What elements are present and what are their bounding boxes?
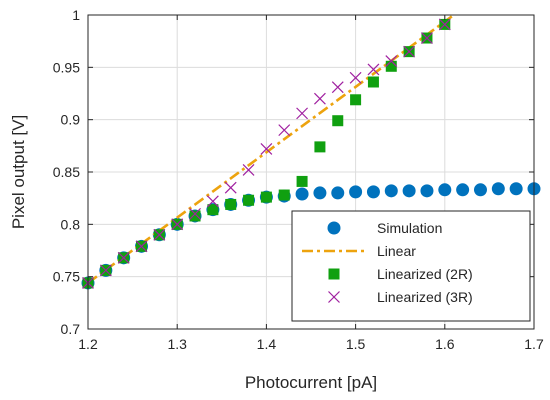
x-tick-label: 1.7 <box>524 336 544 352</box>
grid <box>87 14 535 330</box>
linearized-3r-point <box>278 124 291 137</box>
linearized-3r-point <box>189 207 201 220</box>
linearized-2r-point <box>332 115 344 127</box>
y-tick-label: 0.95 <box>53 59 80 75</box>
linearized-2r-point <box>207 204 219 216</box>
linearized-2r-point <box>225 198 237 210</box>
simulation-point <box>491 182 505 196</box>
simulation-point <box>313 186 327 200</box>
tick-labels: 1.2 1.3 1.4 1.5 1.6 1.7 0.7 0.75 0.8 0.85 0.9 0.95 1 <box>53 7 544 352</box>
y-tick-label: 0.9 <box>61 112 81 128</box>
linearized-3r-point <box>171 218 184 231</box>
legend-marker-simulation <box>327 221 341 235</box>
legend-markers <box>302 221 366 303</box>
x-tick-label: 1.3 <box>167 336 187 352</box>
legend: Simulation Linear Linearized (2R) Linear… <box>291 210 531 322</box>
x-axis-label: Photocurrent [pA] <box>245 373 377 392</box>
legend-label-linear: Linear <box>377 243 416 259</box>
x-tick-label: 1.5 <box>346 336 366 352</box>
y-tick-label: 0.75 <box>53 269 80 285</box>
linearized-2r-point <box>260 191 272 203</box>
linearized-3r-point <box>438 18 451 31</box>
y-tick-label: 0.85 <box>53 164 80 180</box>
y-tick-label: 1 <box>72 7 80 23</box>
linearized-3r-point <box>99 264 112 277</box>
y-tick-label: 0.8 <box>61 216 81 232</box>
series-linearized-3r <box>82 18 451 289</box>
series-layer <box>81 13 541 290</box>
linearized-3r-point <box>260 143 273 155</box>
simulation-point <box>509 182 523 196</box>
linearized-2r-point <box>296 175 308 187</box>
x-tick-label: 1.2 <box>78 336 98 352</box>
legend-label-linearized-3r: Linearized (3R) <box>377 289 473 305</box>
linearized-3r-point <box>421 32 433 44</box>
linearized-3r-point <box>206 195 219 208</box>
simulation-point <box>295 187 309 201</box>
linearized-3r-point <box>385 55 398 67</box>
simulation-point <box>420 184 434 198</box>
simulation-point <box>402 184 416 198</box>
simulation-point <box>331 186 345 200</box>
linearized-3r-point <box>313 92 326 105</box>
legend-label-simulation: Simulation <box>377 220 442 236</box>
linearized-2r-point <box>385 60 397 72</box>
y-tick-label: 0.7 <box>61 321 81 337</box>
y-axis-label: Pixel output [V] <box>9 115 28 229</box>
simulation-point <box>349 185 363 199</box>
linearized-3r-point <box>367 63 380 76</box>
linearized-3r-point <box>224 181 237 194</box>
legend-marker-linearized-2r <box>328 268 340 280</box>
legend-label-linearized-2r: Linearized (2R) <box>377 266 473 282</box>
simulation-point <box>438 183 452 197</box>
linearized-3r-point <box>117 251 130 264</box>
linearized-2r-point <box>243 194 255 206</box>
x-tick-label: 1.6 <box>435 336 455 352</box>
simulation-point <box>456 183 470 197</box>
linearized-2r-point <box>189 210 201 222</box>
ticks <box>87 14 535 330</box>
x-tick-label: 1.4 <box>257 336 277 352</box>
linearized-3r-point <box>403 45 416 58</box>
simulation-point <box>366 185 380 199</box>
simulation-point <box>473 183 487 197</box>
linearized-2r-point <box>350 94 362 106</box>
linearized-3r-point <box>153 228 166 241</box>
linearized-3r-point <box>242 163 255 176</box>
linearized-3r-point <box>296 107 309 120</box>
linearized-3r-point <box>331 81 344 94</box>
linearized-2r-point <box>314 141 326 153</box>
linearized-2r-point <box>278 189 290 201</box>
linearized-3r-point <box>349 71 362 84</box>
linearized-2r-point <box>367 76 379 88</box>
simulation-point <box>384 184 398 198</box>
legend-marker-linearized-3r <box>328 291 340 303</box>
linearized-3r-point <box>135 240 148 253</box>
